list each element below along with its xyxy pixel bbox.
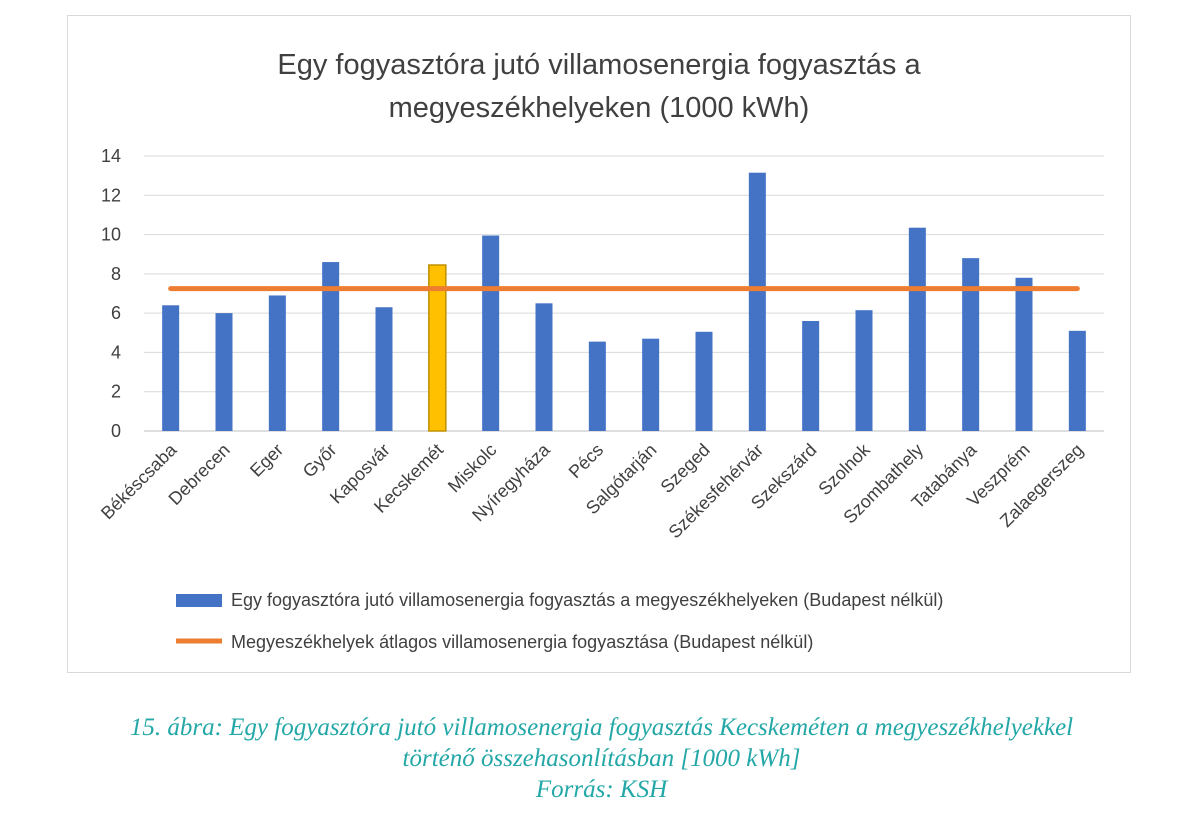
x-tick-label: Győr — [299, 440, 341, 482]
bar — [642, 338, 660, 431]
bar — [268, 295, 286, 431]
x-tick-label: Békéscsaba — [97, 439, 181, 523]
bar — [908, 227, 926, 431]
y-tick-label: 14 — [101, 146, 121, 166]
y-tick-label: 2 — [111, 382, 121, 402]
y-tick-label: 10 — [101, 225, 121, 245]
bar — [322, 262, 340, 431]
bar — [215, 313, 233, 431]
chart-title-line-1: Egy fogyasztóra jutó villamosenergia fog… — [277, 49, 921, 81]
y-tick-label: 12 — [101, 185, 121, 205]
bar — [695, 331, 713, 431]
bar — [855, 310, 873, 431]
bar — [962, 258, 980, 431]
y-tick-label: 0 — [111, 421, 121, 441]
bar-highlighted — [428, 264, 447, 432]
y-tick-label: 6 — [111, 303, 121, 323]
chart-frame: Egy fogyasztóra jutó villamosenergia fog… — [67, 15, 1131, 673]
x-tick-label: Eger — [246, 440, 287, 481]
bar — [482, 235, 500, 431]
bar — [1015, 277, 1033, 431]
bar — [535, 303, 553, 431]
legend: Egy fogyasztóra jutó villamosenergia fog… — [176, 590, 943, 652]
x-tick-label: Pécs — [565, 440, 607, 482]
y-tick-label: 8 — [111, 264, 121, 284]
legend-label-line: Megyeszékhelyek átlagos villamosenergia … — [231, 632, 813, 652]
bar — [1068, 330, 1086, 431]
gridlines — [144, 155, 1104, 432]
legend-swatch-bar — [176, 594, 222, 607]
bar-chart: Egy fogyasztóra jutó villamosenergia fog… — [97, 49, 1104, 652]
caption-line-3: Forrás: KSH — [535, 776, 668, 803]
bar — [162, 305, 180, 431]
bar — [748, 172, 766, 432]
y-tick-label: 4 — [111, 342, 121, 362]
bar — [802, 321, 820, 431]
x-tick-label: Székesfehérvár — [665, 440, 768, 543]
bar — [588, 341, 606, 431]
legend-label-bar: Egy fogyasztóra jutó villamosenergia fog… — [231, 590, 943, 610]
bar — [375, 307, 393, 431]
bars — [162, 172, 1086, 432]
chart-title-line-2: megyeszékhelyeken (1000 kWh) — [389, 92, 810, 124]
figure-caption: 15. ábra: Egy fogyasztóra jutó villamose… — [0, 712, 1203, 805]
y-axis-ticks: 0 2 4 6 8 10 12 14 — [101, 146, 121, 441]
caption-line-2: történő összehasonlításban [1000 kWh] — [402, 745, 801, 772]
caption-line-1: 15. ábra: Egy fogyasztóra jutó villamose… — [129, 714, 1074, 741]
chart-title: Egy fogyasztóra jutó villamosenergia fog… — [277, 49, 921, 124]
